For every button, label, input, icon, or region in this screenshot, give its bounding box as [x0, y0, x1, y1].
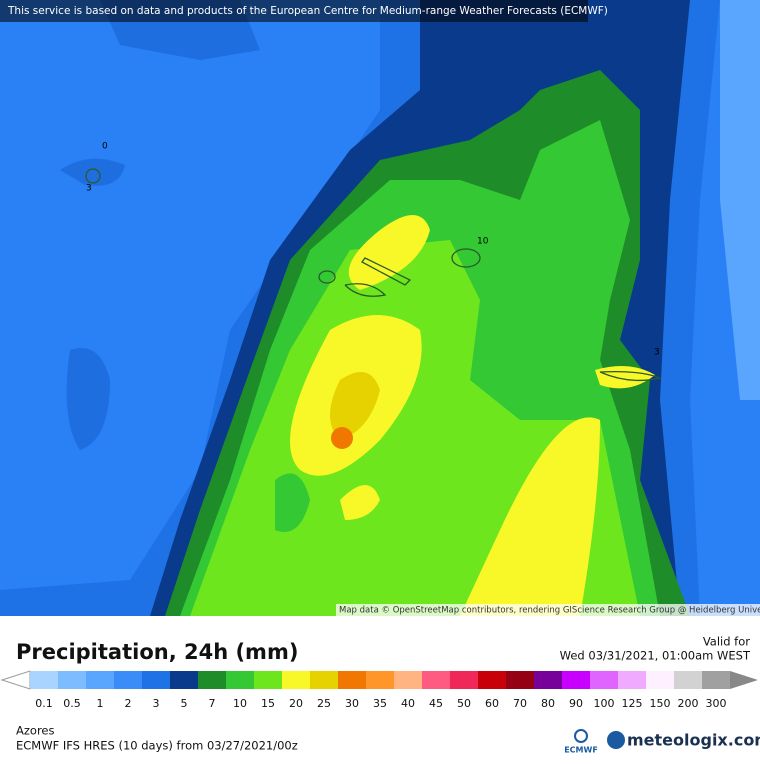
legend-label: 10 [233, 697, 247, 710]
legend-label: 25 [317, 697, 331, 710]
legend-label: 5 [181, 697, 188, 710]
valid-label: Valid for [703, 635, 750, 649]
legend-label: 0.5 [63, 697, 81, 710]
contour-label: 0 [102, 142, 108, 152]
legend-swatch [674, 671, 702, 689]
legend-swatch [282, 671, 310, 689]
legend-label: 45 [429, 697, 443, 710]
legend-label: 125 [622, 697, 643, 710]
legend-label: 20 [289, 697, 303, 710]
banner: This service is based on data and produc… [7, 5, 608, 17]
legend-swatch [646, 671, 674, 689]
legend: 0.1 0.5 1 2 3 5 7 10 15 20 25 30 35 40 45 50 60 70 80 90 100… [0, 670, 758, 710]
model: ECMWF IFS HRES (10 days) from 03/27/2021… [16, 739, 298, 753]
attribution: Map data © OpenStreetMap contributors, r… [339, 606, 760, 616]
legend-swatch [30, 671, 58, 689]
legend-swatch [590, 671, 618, 689]
legend-label: 60 [485, 697, 499, 710]
ecmwf-logo: ECMWF [564, 746, 598, 755]
legend-label: 200 [678, 697, 699, 710]
legend-label: 40 [401, 697, 415, 710]
legend-label: 300 [706, 697, 727, 710]
legend-label: 2 [125, 697, 132, 710]
legend-swatch [506, 671, 534, 689]
legend-swatch [702, 671, 730, 689]
legend-label: 50 [457, 697, 471, 710]
location: Azores [16, 724, 54, 738]
legend-swatch [478, 671, 506, 689]
legend-label: 150 [650, 697, 671, 710]
legend-swatch [366, 671, 394, 689]
logo: meteologix.com [627, 731, 760, 750]
legend-swatch [142, 671, 170, 689]
ecmwf-icon [574, 729, 588, 743]
legend-label: 90 [569, 697, 583, 710]
valid-time: Wed 03/31/2021, 01:00am WEST [560, 649, 751, 663]
legend-swatch [198, 671, 226, 689]
legend-label: 1 [97, 697, 104, 710]
contour-label: 3 [654, 348, 660, 358]
legend-swatch [226, 671, 254, 689]
legend-swatch [450, 671, 478, 689]
contour-label: 10 [477, 237, 489, 247]
legend-swatch [114, 671, 142, 689]
legend-label: 15 [261, 697, 275, 710]
legend-label: 0.1 [35, 697, 53, 710]
legend-swatch [422, 671, 450, 689]
legend-label: 30 [345, 697, 359, 710]
legend-swatch [310, 671, 338, 689]
legend-label: 35 [373, 697, 387, 710]
logo-icon [607, 731, 625, 749]
legend-label: 80 [541, 697, 555, 710]
legend-swatch [86, 671, 114, 689]
legend-swatch [338, 671, 366, 689]
map: 0 3 10 3 This service is based on data a… [0, 0, 760, 616]
legend-swatch [170, 671, 198, 689]
legend-swatch [394, 671, 422, 689]
contour-label: 3 [86, 184, 92, 194]
legend-swatch [534, 671, 562, 689]
legend-swatch [562, 671, 590, 689]
legend-label: 100 [594, 697, 615, 710]
legend-swatch [618, 671, 646, 689]
legend-label: 3 [153, 697, 160, 710]
legend-label: 7 [209, 697, 216, 710]
legend-swatch [254, 671, 282, 689]
title: Precipitation, 24h (mm) [16, 640, 298, 664]
legend-swatch [58, 671, 86, 689]
legend-label: 70 [513, 697, 527, 710]
